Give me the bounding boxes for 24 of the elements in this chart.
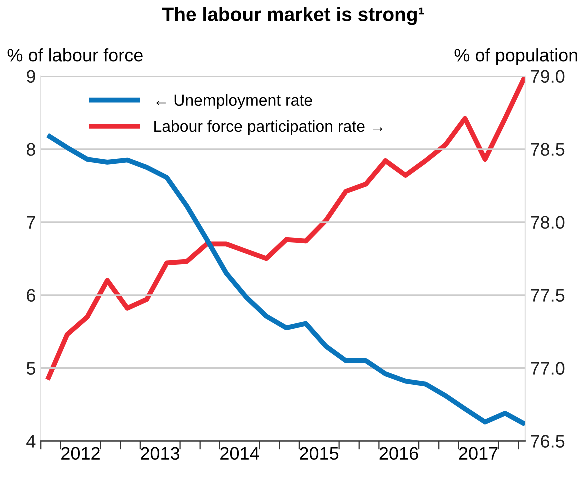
x-tick-label: 2017 <box>459 447 498 460</box>
y2-tick-label: 78.0 <box>531 216 565 229</box>
y2-axis-title: % of population <box>454 48 578 66</box>
y-tick-label: 7 <box>27 216 36 229</box>
x-tick-label: 2013 <box>141 447 180 460</box>
legend-label: ← Unemployment rate <box>156 94 312 110</box>
y-tick-label: 8 <box>26 143 36 156</box>
y2-tick-label: 76.5 <box>531 435 565 448</box>
y-tick-label: 4 <box>26 435 36 448</box>
x-tick-label: 2016 <box>380 447 418 460</box>
y-tick-label: 9 <box>27 70 36 84</box>
y2-tick-label: 77.5 <box>531 289 565 302</box>
legend-label: Labour force participation rate → <box>154 120 383 136</box>
chart-title: The labour market is strong¹ <box>162 7 424 26</box>
line-series <box>45 76 526 382</box>
x-tick-label: 2012 <box>62 447 100 460</box>
x-tick-label: 2015 <box>300 447 339 460</box>
x-tick-label: 2014 <box>220 447 260 460</box>
y-tick-label: 6 <box>27 289 36 302</box>
y2-tick-label: 77.0 <box>531 362 565 375</box>
y-axis-title: % of labour force <box>8 48 143 62</box>
y2-tick-label: 78.5 <box>531 143 565 156</box>
y-tick-label: 5 <box>26 362 36 375</box>
y2-tick-label: 79.0 <box>531 70 565 84</box>
